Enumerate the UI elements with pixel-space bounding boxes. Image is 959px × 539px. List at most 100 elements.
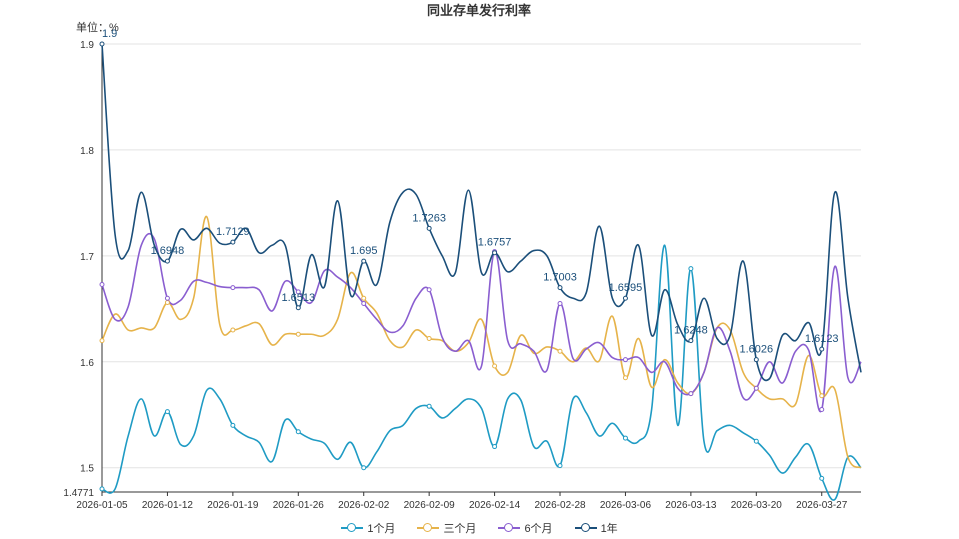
legend-label: 6个月 [524, 523, 553, 535]
data-point [361, 258, 367, 264]
data-point [753, 385, 759, 391]
data-point [426, 335, 432, 341]
legend-item-1y[interactable]: 1年 [574, 520, 618, 536]
legend-item-6m[interactable]: 6个月 [498, 520, 553, 536]
data-label: 1.7129 [216, 226, 250, 238]
data-point [361, 465, 367, 471]
data-point [295, 429, 301, 435]
data-point [230, 239, 236, 245]
x-tick-label: 2026-02-09 [404, 500, 456, 511]
data-point [295, 305, 301, 311]
data-point [819, 393, 825, 399]
y-tick-label: 1.6 [80, 358, 94, 369]
data-label: 1.6595 [609, 282, 643, 294]
data-point [99, 338, 105, 344]
series-line-2 [101, 232, 862, 413]
x-tick-label: 2026-01-05 [76, 500, 128, 511]
data-point [622, 375, 628, 381]
data-point [492, 250, 498, 256]
data-point [426, 403, 432, 409]
legend-marker-icon [574, 523, 597, 533]
data-label: 1.6513 [281, 292, 315, 304]
data-label: 1.6123 [805, 333, 839, 345]
legend-label: 1个月 [367, 523, 396, 535]
data-point [753, 438, 759, 444]
x-tick-label: 2026-03-20 [731, 500, 783, 511]
data-point [99, 281, 105, 287]
data-point [557, 463, 563, 469]
legend-label: 1年 [600, 523, 618, 535]
data-point [819, 475, 825, 481]
data-point [99, 486, 105, 492]
x-tick-label: 2026-03-06 [600, 500, 652, 511]
data-point [99, 41, 105, 47]
data-point [361, 295, 367, 301]
y-tick-label: 1.5 [80, 464, 94, 475]
data-point [688, 391, 694, 397]
data-point [361, 301, 367, 307]
line-chart: 同业存单发行利率 单位：% 1.51.61.71.81.91.47712026-… [63, 3, 862, 511]
data-point [688, 338, 694, 344]
y-tick-label: 1.4771 [63, 488, 94, 499]
data-point [164, 295, 170, 301]
data-point [492, 444, 498, 450]
data-point [426, 225, 432, 231]
data-point [164, 299, 170, 305]
x-tick-label: 2026-02-28 [534, 500, 586, 511]
data-point [688, 266, 694, 272]
unit-label: 单位：% [76, 20, 119, 34]
x-tick-label: 2026-03-13 [665, 500, 717, 511]
data-point [164, 258, 170, 264]
data-label: 1.6948 [151, 245, 185, 257]
y-tick-label: 1.7 [80, 252, 94, 263]
data-point [295, 331, 301, 337]
data-point [295, 289, 301, 295]
legend-label: 三个月 [443, 523, 477, 535]
data-point [557, 285, 563, 291]
legend: 1个月 三个月 6个月 1年 [0, 520, 959, 536]
data-point [557, 348, 563, 354]
x-tick-label: 2026-01-12 [142, 500, 194, 511]
data-point [622, 357, 628, 363]
data-point [819, 346, 825, 352]
legend-item-3m[interactable]: 三个月 [417, 520, 476, 536]
data-point [230, 327, 236, 333]
series-lines [101, 43, 862, 501]
legend-marker-icon [341, 523, 364, 533]
x-tick-label: 2026-01-19 [207, 500, 259, 511]
data-point [819, 406, 825, 412]
legend-marker-icon [498, 523, 521, 533]
x-tick-label: 2026-03-27 [796, 500, 848, 511]
data-point [230, 422, 236, 428]
data-label: 1.6248 [674, 325, 708, 337]
series-line-1 [101, 215, 862, 469]
data-label: 1.6757 [478, 237, 512, 249]
chart-title: 同业存单发行利率 [427, 3, 531, 18]
legend-marker-icon [417, 523, 440, 533]
data-point [622, 435, 628, 441]
data-point [557, 301, 563, 307]
data-label: 1.7263 [412, 212, 446, 224]
data-label: 1.695 [350, 245, 378, 257]
x-tick-label: 2026-02-02 [338, 500, 390, 511]
data-label: 1.6026 [739, 344, 773, 356]
x-tick-label: 2026-01-26 [273, 500, 325, 511]
grid-lines [102, 43, 861, 469]
legend-item-1m[interactable]: 1个月 [341, 520, 395, 536]
data-labels: 1.9 1.6948 1.7129 1.6513 1.695 1.7263 1.6757 1.… [102, 28, 839, 356]
data-point [492, 363, 498, 369]
series-line-3 [101, 43, 862, 382]
data-label: 1.7003 [543, 272, 577, 284]
data-point [230, 285, 236, 291]
y-tick-label: 1.9 [80, 40, 94, 51]
series-points [99, 41, 825, 492]
data-label: 1.9 [102, 28, 117, 40]
data-point [164, 409, 170, 415]
data-point [753, 357, 759, 363]
data-point [622, 295, 628, 301]
x-tick-label: 2026-02-14 [469, 500, 521, 511]
y-tick-label: 1.8 [80, 146, 94, 157]
data-point [426, 287, 432, 293]
